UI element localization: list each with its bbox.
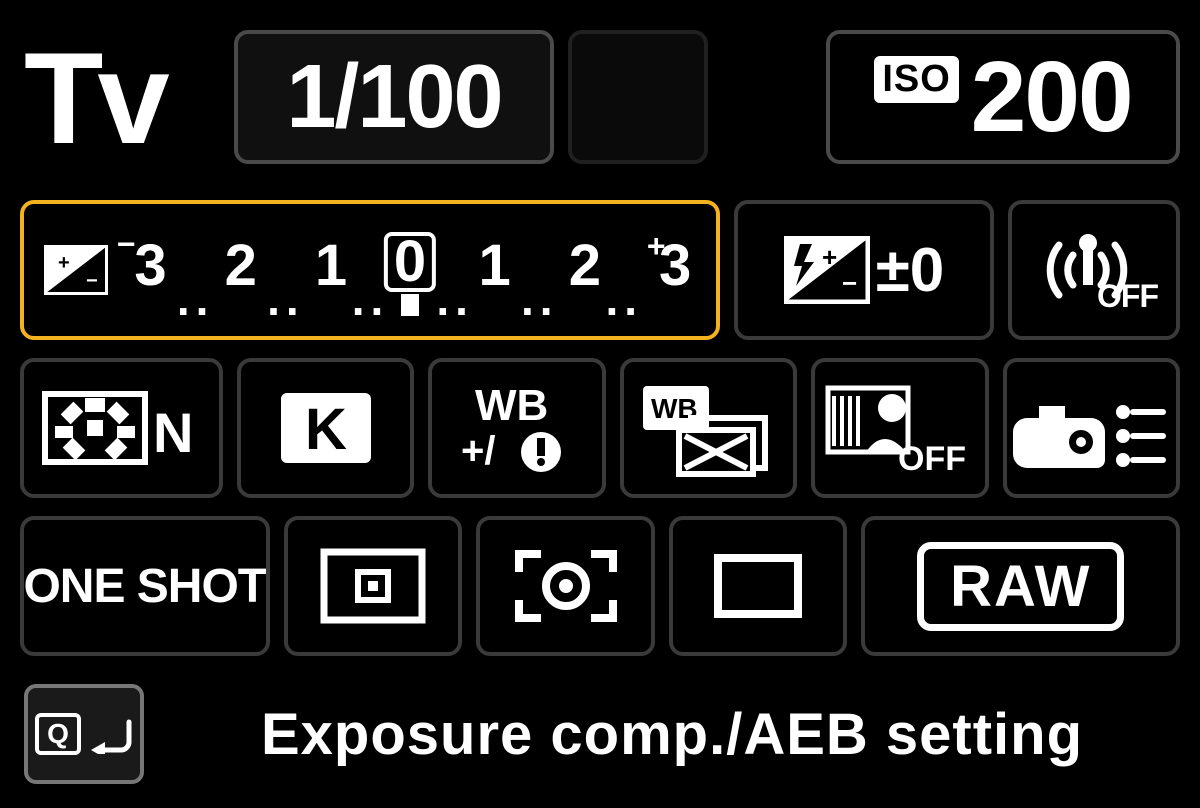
exposure-comp-tile[interactable]: + − − 3 .. 2 .. 1 .. 0 .. 1 .. 2 xyxy=(20,200,720,340)
af-mode-label: ONE SHOT xyxy=(23,559,266,614)
auto-lighting-icon: OFF xyxy=(820,378,980,478)
custom-controls-tile[interactable] xyxy=(1003,358,1180,498)
drive-mode-tile[interactable] xyxy=(669,516,848,656)
wifi-tile[interactable]: OFF xyxy=(1008,200,1180,340)
svg-text:+: + xyxy=(822,242,837,272)
af-area-tile[interactable] xyxy=(284,516,463,656)
quality-label: RAW xyxy=(917,542,1124,631)
kelvin-icon: K xyxy=(271,383,381,473)
custom-controls-icon xyxy=(1011,378,1171,478)
shutter-value: 1/100 xyxy=(286,46,501,149)
wifi-state-label: OFF xyxy=(1097,278,1158,314)
exposure-pointer xyxy=(401,294,419,316)
exposure-comp-icon: + − xyxy=(44,245,108,295)
picture-style-icon: N xyxy=(41,386,201,470)
iso-value: 200 xyxy=(971,40,1132,155)
footer-description: Exposure comp./AEB setting xyxy=(168,701,1176,768)
image-quality-tile[interactable]: RAW xyxy=(861,516,1180,656)
af-area-single-icon xyxy=(318,546,428,626)
wifi-icon: OFF xyxy=(1029,225,1159,315)
mode-text: Tv xyxy=(24,23,164,173)
aperture-tile-empty[interactable] xyxy=(568,30,708,164)
wb-bracket-tile[interactable]: WB xyxy=(620,358,797,498)
picture-style-label: N xyxy=(153,401,193,464)
flash-comp-value: ±0 xyxy=(876,235,945,306)
svg-text:K: K xyxy=(305,397,347,462)
svg-text:−: − xyxy=(86,270,98,292)
shutter-speed-tile[interactable]: 1/100 xyxy=(234,30,554,164)
wb-bracket-icon: WB xyxy=(633,378,783,478)
wb-shift-icon: WB +/ xyxy=(447,378,587,478)
af-mode-tile[interactable]: ONE SHOT xyxy=(20,516,270,656)
svg-text:WB: WB xyxy=(475,381,548,430)
svg-text:OFF: OFF xyxy=(898,440,966,478)
shooting-mode-label: Tv xyxy=(20,16,220,180)
iso-tile[interactable]: ISO 200 xyxy=(826,30,1180,164)
flash-comp-icon: + − xyxy=(784,236,870,304)
white-balance-tile[interactable]: K xyxy=(237,358,414,498)
wb-shift-tile[interactable]: WB +/ xyxy=(428,358,605,498)
q-icon: Q xyxy=(35,713,81,755)
quick-menu-button[interactable]: Q xyxy=(24,684,144,784)
flash-comp-tile[interactable]: + − ±0 xyxy=(734,200,994,340)
picture-style-tile[interactable]: N xyxy=(20,358,223,498)
exposure-scale: − 3 .. 2 .. 1 .. 0 .. 1 .. 2 .. + 3 xyxy=(128,232,692,316)
svg-text:+/: +/ xyxy=(461,429,495,473)
drive-single-icon xyxy=(708,548,808,624)
svg-text:−: − xyxy=(842,268,857,298)
svg-text:+: + xyxy=(58,252,70,274)
metering-evaluative-icon xyxy=(511,546,621,626)
metering-tile[interactable] xyxy=(476,516,655,656)
iso-badge: ISO xyxy=(874,56,958,103)
auto-lighting-tile[interactable]: OFF xyxy=(811,358,988,498)
back-icon xyxy=(87,714,133,754)
